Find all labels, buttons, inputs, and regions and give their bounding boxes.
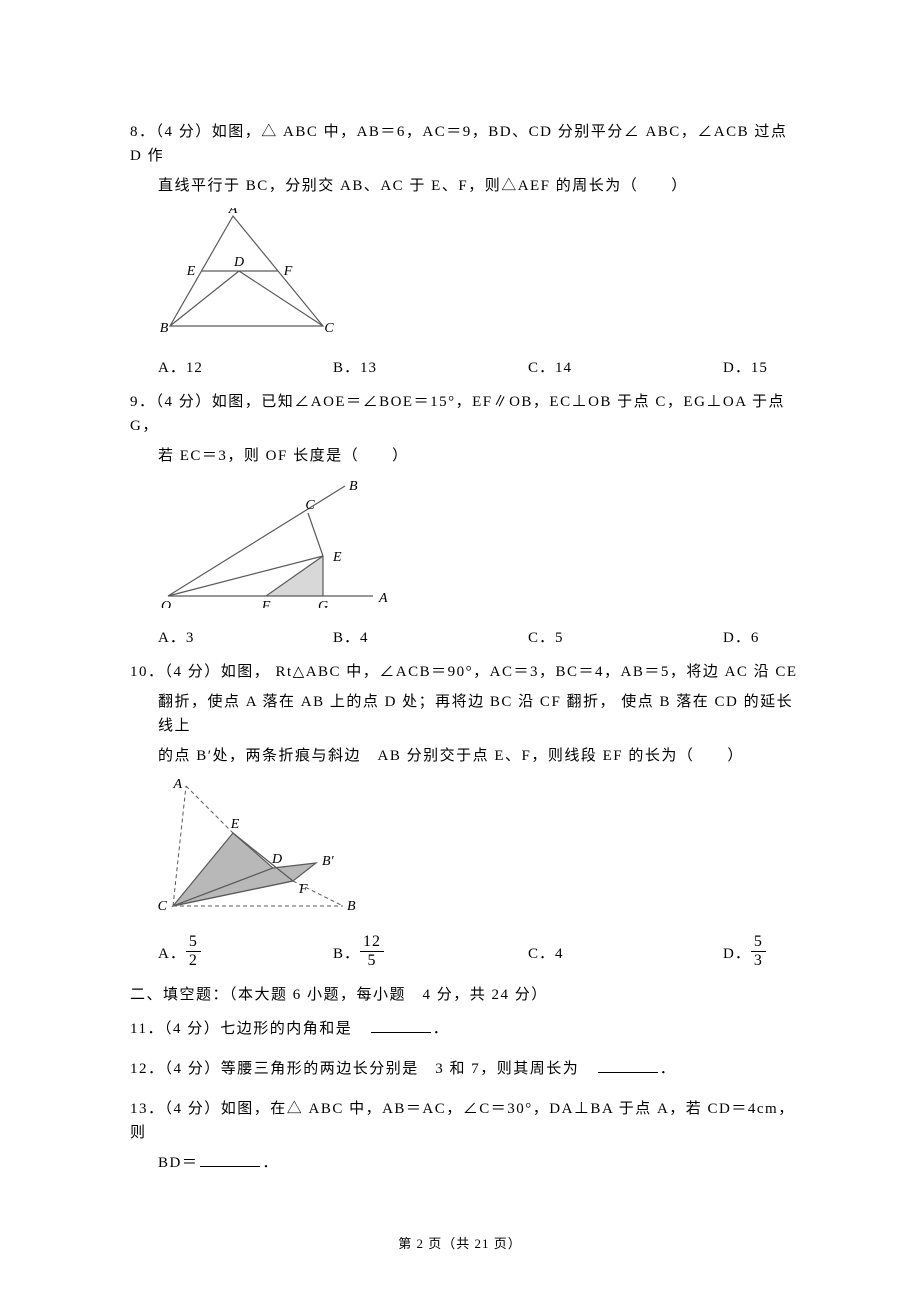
q10-opt-b-prefix: B． [333,942,360,966]
q10-opt-a: A． 5 2 [158,936,333,971]
q10-svg: A C B E D B′ F [158,778,358,918]
q8-opt-b: B．13 [333,356,528,380]
question-13: 13．（4 分）如图，在△ ABC 中，AB＝AC，∠C＝30°，DA⊥BA 于… [130,1097,800,1175]
q11-blank [371,1019,431,1033]
svg-text:B: B [347,899,356,914]
q9-options: A．3 B．4 C．5 D．6 [158,626,800,650]
q9-line1: 9．（4 分）如图，已知∠AOE＝∠BOE＝15°，EF∥OB，EC⊥OB 于点… [130,390,800,438]
q8-line2: 直线平行于 BC，分别交 AB、AC 于 E、F，则△AEF 的周长为（ ） [130,174,800,198]
svg-text:B: B [160,321,169,336]
question-11: 11．（4 分）七边形的内角和是 ． [130,1017,800,1041]
svg-text:C: C [305,498,315,513]
footer-mid: 页（共 [428,1236,470,1251]
svg-text:A: A [172,778,182,792]
question-9: 9．（4 分）如图，已知∠AOE＝∠BOE＝15°，EF∥OB，EC⊥OB 于点… [130,390,800,650]
q8-options: A．12 B．13 C．14 D．15 [158,356,800,380]
page-footer: 第 2 页（共 21 页） [0,1234,920,1255]
q9-opt-c: C．5 [528,626,723,650]
question-8: 8．（4 分）如图，△ ABC 中，AB＝6，AC＝9，BD、CD 分别平分∠ … [130,120,800,380]
svg-text:E: E [230,817,240,832]
q13-blank [200,1153,260,1167]
q10-d-den: 3 [751,952,766,969]
q10-b-num: 12 [360,934,384,952]
q10-b-den: 5 [360,952,384,969]
svg-text:D: D [233,255,244,270]
q9-svg: O F G A E C B [158,478,388,608]
q10-opt-a-frac: 5 2 [186,934,201,969]
q10-opt-a-prefix: A． [158,942,186,966]
svg-text:O: O [161,599,171,608]
svg-text:D: D [271,852,282,867]
q12-text: 12．（4 分）等腰三角形的两边长分别是 3 和 7，则其周长为 [130,1061,596,1077]
q10-line3: 的点 B′处，两条折痕与斜边 AB 分别交于点 E、F，则线段 EF 的长为（ … [130,744,800,768]
q8-figure: A B C E F D [158,208,800,346]
q10-opt-d: D． 5 3 [723,936,766,971]
q9-opt-a: A．3 [158,626,333,650]
q11-end: ． [433,1021,450,1037]
svg-text:F: F [298,882,308,897]
q13-line2: BD＝ ． [130,1151,800,1175]
q11-text: 11．（4 分）七边形的内角和是 [130,1021,369,1037]
q10-a-num: 5 [186,934,201,952]
svg-text:F: F [283,264,293,279]
svg-text:E: E [186,264,196,279]
svg-text:B′: B′ [322,854,335,869]
footer-suffix: 页） [494,1236,522,1251]
footer-prefix: 第 [398,1236,412,1251]
svg-text:A: A [378,591,388,606]
question-12: 12．（4 分）等腰三角形的两边长分别是 3 和 7，则其周长为 ． [130,1057,800,1081]
q13-line1: 13．（4 分）如图，在△ ABC 中，AB＝AC，∠C＝30°，DA⊥BA 于… [130,1097,800,1145]
q8-opt-d: D．15 [723,356,768,380]
question-10: 10．（4 分）如图， Rt△ABC 中，∠ACB＝90°，AC＝3，BC＝4，… [130,660,800,971]
svg-text:A: A [228,208,238,217]
svg-text:F: F [261,599,271,608]
q10-opt-b: B． 12 5 [333,936,528,971]
q13-l2-pre: BD＝ [158,1155,198,1171]
svg-text:C: C [324,321,334,336]
q10-figure: A C B E D B′ F [158,778,800,926]
svg-text:G: G [318,599,328,608]
q8-opt-a: A．12 [158,356,333,380]
footer-total: 21 [475,1236,490,1251]
q10-opt-d-prefix: D． [723,942,751,966]
q10-line2: 翻折，使点 A 落在 AB 上的点 D 处；再将边 BC 沿 CF 翻折， 使点… [130,690,800,738]
q8-svg: A B C E F D [158,208,338,338]
q10-opt-d-frac: 5 3 [751,934,766,969]
q10-options: A． 5 2 B． 12 5 C．4 D． 5 3 [158,936,800,971]
q10-opt-c: C．4 [528,936,723,971]
q10-d-num: 5 [751,934,766,952]
svg-text:B: B [349,479,358,494]
q9-figure: O F G A E C B [158,478,800,616]
svg-text:E: E [332,550,342,565]
q10-opt-b-frac: 12 5 [360,934,384,969]
svg-text:C: C [158,899,168,914]
q10-line1: 10．（4 分）如图， Rt△ABC 中，∠ACB＝90°，AC＝3，BC＝4，… [130,660,800,684]
q12-end: ． [660,1061,677,1077]
q10-a-den: 2 [186,952,201,969]
q8-opt-c: C．14 [528,356,723,380]
q12-blank [598,1059,658,1073]
q8-line1: 8．（4 分）如图，△ ABC 中，AB＝6，AC＝9，BD、CD 分别平分∠ … [130,120,800,168]
q9-opt-d: D．6 [723,626,759,650]
footer-current: 2 [416,1236,424,1251]
q9-opt-b: B．4 [333,626,528,650]
q9-line2: 若 EC＝3，则 OF 长度是（ ） [130,444,800,468]
section-2-title: 二、填空题：（本大题 6 小题，每小题 4 分，共 24 分） [130,983,800,1007]
q13-l2-end: ． [262,1155,279,1171]
